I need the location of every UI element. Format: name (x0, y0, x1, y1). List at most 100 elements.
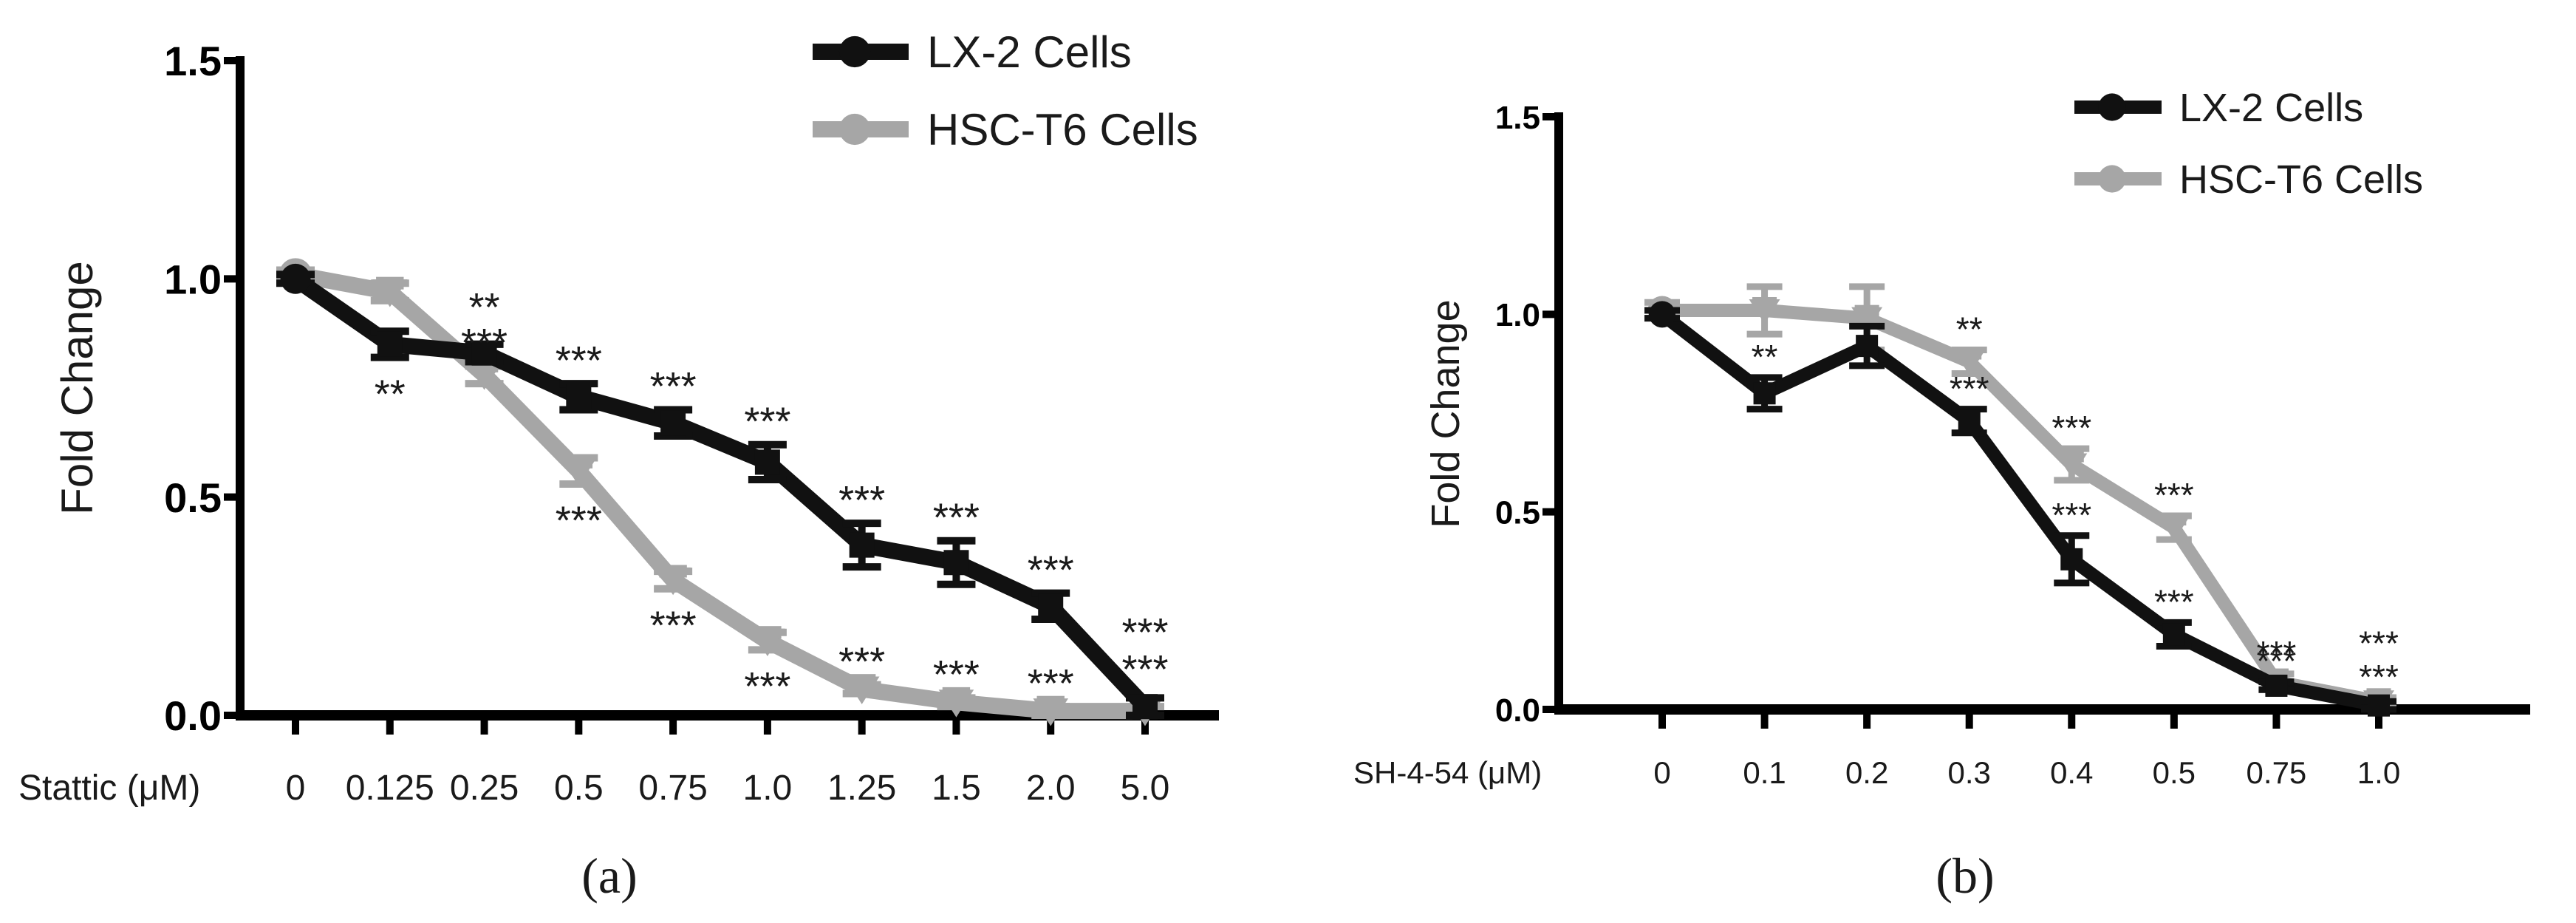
x-axis-label: SH-4-54 (μM) (1353, 755, 1542, 790)
data-point (1957, 348, 1982, 360)
legend-marker (838, 113, 871, 146)
y-tick-label: 1.5 (164, 38, 222, 84)
data-point (754, 626, 782, 639)
y-axis-label: Fold Change (1424, 299, 1468, 528)
significance-label: *** (2051, 409, 2091, 447)
data-point (660, 410, 686, 436)
data-point (1038, 593, 1064, 619)
significance-label: ** (1956, 310, 1983, 349)
x-tick-label: 0.75 (2247, 755, 2307, 790)
data-point (659, 565, 687, 578)
significance-label: *** (1121, 610, 1168, 655)
significance-label: *** (2154, 476, 2194, 514)
legend-marker (2098, 93, 2126, 121)
data-point (847, 674, 876, 687)
significance-label: *** (838, 478, 885, 522)
x-tick-label: 0.25 (450, 769, 519, 808)
panel-a-stattic-chart: 0.0 0.5 1.0 1.5 0 0.125 0.25 0.5 0.75 1.0 1.25 1.5 2… (18, 27, 1219, 904)
legend: LX-2 Cells HSC-T6 Cells (2074, 86, 2423, 202)
significance-label: *** (556, 499, 602, 543)
x-tick-label: 0 (1653, 755, 1670, 790)
y-tick-label: 0.0 (1495, 692, 1540, 729)
data-point (1753, 382, 1776, 405)
panel-label: (a) (581, 848, 637, 904)
significance-label: ** (1752, 338, 1778, 376)
significance-label: *** (838, 639, 885, 684)
data-point (2368, 694, 2390, 717)
series-hsct6 (276, 258, 1164, 726)
significance-label: *** (556, 338, 602, 383)
legend-label: LX-2 Cells (2179, 86, 2363, 130)
data-point (1649, 301, 1675, 328)
series-hsct6 (1644, 283, 2396, 715)
x-tick-label: 0.125 (346, 769, 434, 808)
y-axis-label: Fold Change (52, 261, 102, 515)
legend-label: HSC-T6 Cells (2179, 157, 2423, 202)
data-point (280, 263, 311, 294)
data-point (377, 331, 403, 357)
series-lx2 (276, 263, 1164, 720)
legend-marker (2098, 165, 2126, 193)
significance-label: ** (469, 285, 500, 330)
data-point (754, 449, 780, 475)
x-tick-label: 0.3 (1948, 755, 1991, 790)
y-tick-label: 0.5 (164, 474, 222, 521)
significance-label: *** (1950, 369, 1989, 408)
y-tick-label: 1.5 (1495, 100, 1540, 136)
y-tick-label: 0.5 (1495, 495, 1540, 531)
data-point (376, 276, 404, 290)
legend-label: HSC-T6 Cells (927, 105, 1198, 154)
significance-label: *** (650, 364, 697, 409)
series-lx2 (1644, 301, 2396, 717)
significance-label: *** (1121, 647, 1168, 692)
data-point (1958, 409, 1981, 432)
data-point (564, 455, 593, 469)
x-axis-label: Stattic (μM) (18, 769, 200, 808)
data-point (471, 340, 497, 366)
x-tick-label: 0.75 (638, 769, 707, 808)
x-tick-label: 1.25 (827, 769, 896, 808)
data-point (2162, 623, 2185, 646)
series-line (290, 272, 1152, 712)
significance-label: *** (2051, 496, 2091, 534)
significance-label: *** (2154, 582, 2194, 621)
legend-marker (838, 35, 871, 68)
data-point (849, 532, 875, 558)
x-tick-label: 0.5 (2153, 755, 2196, 790)
significance-label: *** (461, 321, 508, 365)
y-tick-label: 1.0 (1495, 297, 1540, 333)
panel-b-sh454-chart: 0.0 0.5 1.0 1.5 0 0.1 0.2 0.3 0.4 0.5 0.75 1.0 Fold … (1353, 86, 2530, 904)
data-point (1856, 335, 1879, 358)
series-line (1662, 303, 2380, 709)
x-tick-label: 0.5 (554, 769, 604, 808)
data-point (1854, 304, 1879, 316)
significance-label: *** (1028, 548, 1074, 592)
significance-label: *** (744, 664, 790, 709)
data-point (2162, 514, 2187, 526)
data-point (566, 384, 592, 409)
x-tick-label: 1.5 (932, 769, 981, 808)
y-tick-label: 1.0 (164, 256, 222, 302)
data-point (942, 687, 971, 700)
x-tick-label: 0 (286, 769, 306, 808)
data-point (1752, 296, 1777, 308)
data-point (943, 550, 969, 576)
significance-label: *** (933, 495, 980, 539)
significance-label: *** (2359, 658, 2399, 696)
series-line (293, 266, 1145, 720)
x-tick-label: 0.1 (1743, 755, 1786, 790)
data-point (2265, 674, 2288, 697)
significance-label: *** (744, 399, 790, 443)
significance-label: *** (2257, 634, 2297, 672)
y-tick-label: 0.0 (164, 692, 222, 739)
data-point (2059, 451, 2084, 463)
significance-label: ** (375, 372, 406, 416)
x-tick-label: 0.4 (2050, 755, 2093, 790)
data-point (1036, 695, 1065, 709)
data-point (1132, 694, 1158, 720)
data-point (2060, 548, 2083, 571)
significance-label: *** (933, 653, 980, 697)
x-tick-label: 2.0 (1026, 769, 1076, 808)
significance-label: *** (2257, 642, 2297, 681)
